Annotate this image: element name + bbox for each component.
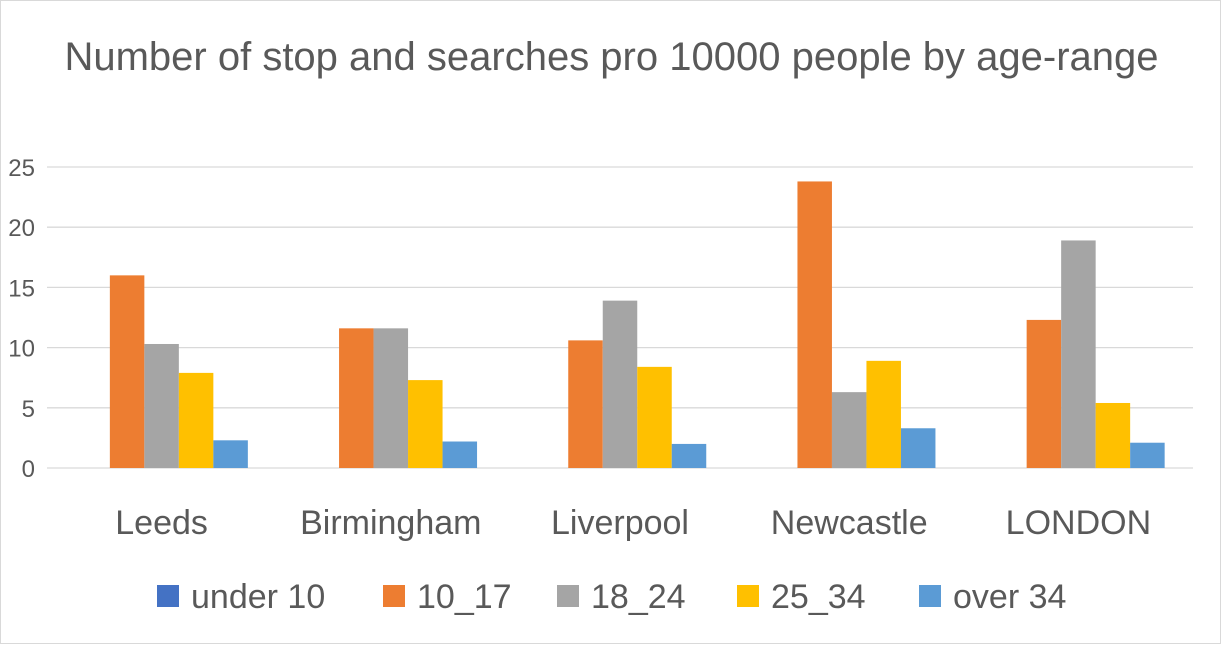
x-axis-labels: Leeds Birmingham Liverpool Newcastle LONDON <box>115 504 1151 542</box>
y-tick-label: 5 <box>22 396 35 423</box>
bars <box>109 181 1165 468</box>
y-tick-label: 25 <box>8 155 35 182</box>
bar-over-34-london <box>1130 442 1165 468</box>
legend-swatch <box>557 585 579 607</box>
legend-swatch <box>383 585 405 607</box>
legend-swatch <box>157 585 179 607</box>
bar-10-17-birmingham <box>339 328 374 468</box>
bar-10-17-london <box>1026 319 1062 468</box>
legend-label: 25_34 <box>771 578 866 616</box>
bar-10-17-liverpool <box>568 340 603 468</box>
legend: under 10 10_17 18_24 25_34 over 34 <box>157 578 1066 616</box>
bar-over-34-newcastle <box>900 428 936 468</box>
bar-25-34-leeds <box>178 372 214 468</box>
y-axis-ticks: 0 5 10 15 20 25 <box>8 155 35 483</box>
category-label: LONDON <box>1006 504 1151 542</box>
legend-label: 10_17 <box>417 578 512 616</box>
bar-18-24-newcastle <box>831 392 867 468</box>
bar-25-34-london <box>1095 402 1131 468</box>
legend-swatch <box>737 585 759 607</box>
bar-25-34-liverpool <box>637 366 672 468</box>
y-tick-label: 15 <box>8 275 35 302</box>
category-label: Newcastle <box>771 504 928 542</box>
bar-18-24-liverpool <box>602 300 638 468</box>
bar-18-24-london <box>1061 240 1096 468</box>
legend-label: over 34 <box>953 578 1066 616</box>
bar-25-34-birmingham <box>408 380 443 468</box>
y-tick-label: 20 <box>8 215 35 242</box>
legend-swatch <box>919 585 941 607</box>
bar-over-34-liverpool <box>671 443 707 468</box>
bar-10-17-newcastle <box>797 181 832 468</box>
bar-18-24-leeds <box>144 343 179 468</box>
legend-label: 18_24 <box>591 578 686 616</box>
category-label: Leeds <box>115 504 208 542</box>
bar-10-17-leeds <box>109 275 145 468</box>
category-label: Liverpool <box>551 504 689 542</box>
chart-title: Number of stop and searches pro 10000 pe… <box>64 35 1159 79</box>
y-tick-label: 10 <box>8 336 35 363</box>
legend-label: under 10 <box>191 578 325 616</box>
y-tick-label: 0 <box>22 456 35 483</box>
bar-25-34-newcastle <box>866 360 901 468</box>
category-label: Birmingham <box>300 504 481 542</box>
bar-over-34-leeds <box>213 440 248 468</box>
bar-18-24-birmingham <box>373 328 409 468</box>
bar-over-34-birmingham <box>442 441 478 468</box>
